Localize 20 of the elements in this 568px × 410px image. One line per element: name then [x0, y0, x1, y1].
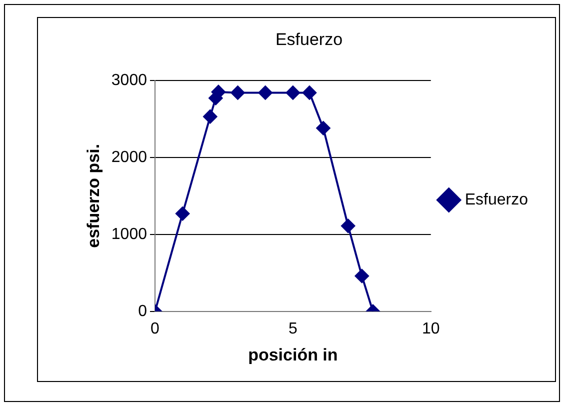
point: [203, 110, 218, 124]
point: [230, 86, 245, 100]
point: [341, 218, 356, 233]
point: [302, 86, 316, 100]
point: [286, 86, 300, 100]
x-axis-title: posición in: [248, 345, 338, 364]
x-tick-label: 5: [288, 320, 298, 338]
y-tick-label: 2000: [111, 148, 148, 166]
x-tick-label: 0: [150, 320, 160, 338]
y-tick-label: 3000: [111, 72, 148, 89]
point: [258, 86, 272, 100]
y-axis-title: esfuerzo psi.: [84, 144, 103, 248]
x-tick-label: 10: [422, 320, 440, 338]
chart-title: Esfuerzo: [275, 30, 343, 49]
point: [176, 206, 190, 221]
y-tick-label: 0: [138, 302, 148, 320]
point: [354, 268, 369, 283]
y-tick-label: 1000: [111, 226, 148, 243]
point: [316, 121, 330, 136]
legend-label: Esfuerzo: [464, 191, 528, 208]
